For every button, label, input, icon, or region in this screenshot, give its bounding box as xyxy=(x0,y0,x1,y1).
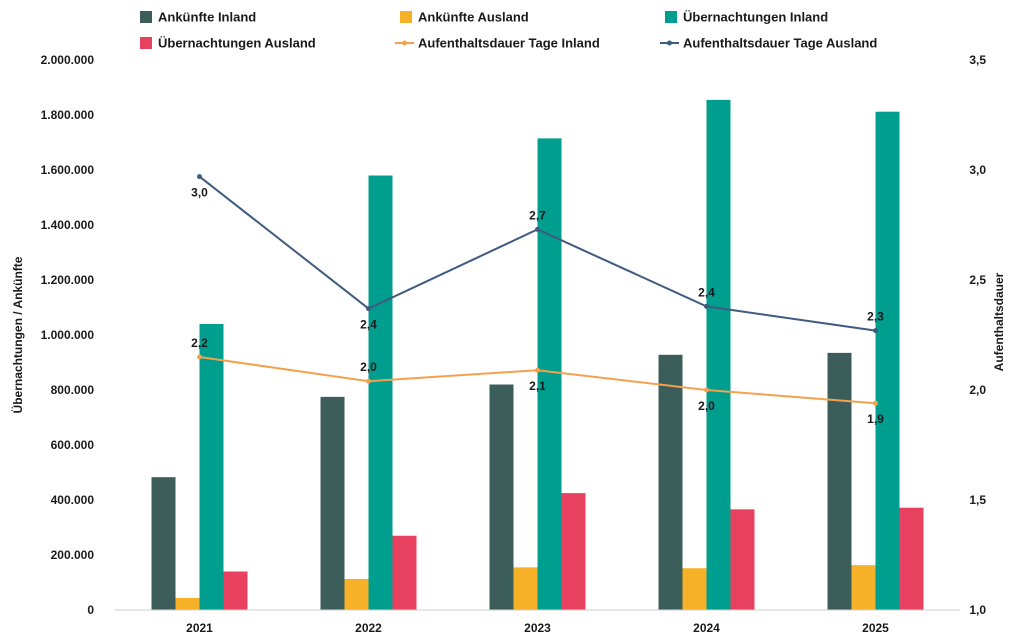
legend-item: Aufenthaltsdauer Tage Ausland xyxy=(660,36,877,51)
bar--bernachtungen-ausland-2022 xyxy=(392,535,417,610)
bar--bernachtungen-ausland-2023 xyxy=(561,493,586,610)
right-tick-label: 2,0 xyxy=(969,383,986,397)
bar--bernachtungen-inland-2023 xyxy=(537,138,562,610)
line-point xyxy=(873,400,878,406)
line-point xyxy=(366,306,371,312)
legend-label: Übernachtungen Inland xyxy=(683,10,828,25)
x-tick-label: 2022 xyxy=(355,621,382,635)
legend-item: Übernachtungen Inland xyxy=(665,10,828,25)
bar-ank-nfte-ausland-2022 xyxy=(344,578,369,610)
legend-item: Übernachtungen Ausland xyxy=(140,36,316,51)
left-axis-title: Übernachtungen / Ankünfte xyxy=(10,256,25,413)
line-point xyxy=(366,378,371,384)
line-point xyxy=(197,174,202,180)
right-axis-title: Aufenthaltsdauer xyxy=(992,272,1006,371)
x-tick-label: 2024 xyxy=(693,621,720,635)
left-tick-label: 1.600.000 xyxy=(41,163,95,177)
bar-ank-nfte-ausland-2021 xyxy=(175,597,200,610)
left-tick-label: 400.000 xyxy=(51,493,95,507)
bar-ank-nfte-ausland-2023 xyxy=(513,567,538,610)
data-label: 2,4 xyxy=(360,318,377,332)
legend-marker xyxy=(402,40,407,46)
left-tick-label: 1.000.000 xyxy=(41,328,95,342)
x-tick-labels: 2021 2022 2023 2024 2025 xyxy=(186,621,889,635)
left-tick-label: 1.200.000 xyxy=(41,273,95,287)
line-point xyxy=(535,367,540,373)
data-label: 3,0 xyxy=(191,186,208,200)
data-label: 2,3 xyxy=(867,310,884,324)
left-axis: 0 200.000 400.000 600.000 800.000 1.000.000 1.… xyxy=(41,53,95,617)
line-point xyxy=(535,226,540,232)
left-tick-label: 200.000 xyxy=(51,548,95,562)
legend-item: Ankünfte Ausland xyxy=(400,10,529,25)
line-point xyxy=(873,328,878,334)
x-tick-label: 2021 xyxy=(186,621,213,635)
bar-ank-nfte-inland-2022 xyxy=(320,396,345,610)
bar-ank-nfte-inland-2021 xyxy=(151,477,176,610)
bar--bernachtungen-inland-2021 xyxy=(199,324,224,610)
right-tick-label: 3,5 xyxy=(969,53,986,67)
data-label: 2,1 xyxy=(529,379,546,393)
left-tick-label: 600.000 xyxy=(51,438,95,452)
left-tick-label: 1.400.000 xyxy=(41,218,95,232)
data-label: 2,0 xyxy=(698,399,715,413)
legend-label: Aufenthaltsdauer Tage Ausland xyxy=(683,36,877,51)
legend-label: Ankünfte Inland xyxy=(158,10,256,25)
right-tick-label: 1,5 xyxy=(969,493,986,507)
bar--bernachtungen-inland-2022 xyxy=(368,175,393,610)
bar-ank-nfte-inland-2025 xyxy=(827,352,852,610)
legend-swatch xyxy=(140,11,152,23)
bars xyxy=(151,99,924,610)
data-label: 2,0 xyxy=(360,360,377,374)
left-tick-label: 1.800.000 xyxy=(41,108,95,122)
bar--bernachtungen-inland-2024 xyxy=(706,99,731,610)
legend-item: Ankünfte Inland xyxy=(140,10,256,25)
right-tick-label: 1,0 xyxy=(969,603,986,617)
bar-ank-nfte-inland-2023 xyxy=(489,384,514,610)
x-tick-label: 2023 xyxy=(524,621,551,635)
lines: 2,2 2,0 2,1 2,0 1,9 3,0 2,4 2,7 2,4 2,3 xyxy=(191,174,884,426)
legend-label: Aufenthaltsdauer Tage Inland xyxy=(418,36,600,51)
bar--bernachtungen-ausland-2021 xyxy=(223,571,248,610)
legend-swatch xyxy=(140,37,152,49)
legend-label: Übernachtungen Ausland xyxy=(158,36,316,51)
legend-marker xyxy=(667,40,672,46)
line-point xyxy=(704,387,709,393)
bar-ank-nfte-inland-2024 xyxy=(658,354,683,610)
line-point xyxy=(197,354,202,360)
bar--bernachtungen-ausland-2024 xyxy=(730,509,755,610)
x-tick-label: 2025 xyxy=(862,621,889,635)
bar--bernachtungen-ausland-2025 xyxy=(899,507,924,610)
data-label: 1,9 xyxy=(867,412,884,426)
bar--bernachtungen-inland-2025 xyxy=(875,111,900,610)
legend-swatch xyxy=(665,11,677,23)
data-label: 2,2 xyxy=(191,336,208,350)
data-label: 2,4 xyxy=(698,285,715,299)
right-tick-label: 3,0 xyxy=(969,163,986,177)
left-tick-label: 800.000 xyxy=(51,383,95,397)
line-point xyxy=(704,303,709,309)
legend-label: Ankünfte Ausland xyxy=(418,10,529,25)
right-tick-label: 2,5 xyxy=(969,273,986,287)
legend: Ankünfte Inland Ankünfte Ausland Übernacht… xyxy=(140,10,877,51)
right-axis: 1,0 1,5 2,0 2,5 3,0 3,5 xyxy=(969,53,986,617)
legend-swatch xyxy=(400,11,412,23)
legend-item: Aufenthaltsdauer Tage Inland xyxy=(395,36,600,51)
left-tick-label: 2.000.000 xyxy=(41,53,95,67)
left-tick-label: 0 xyxy=(87,603,94,617)
bar-ank-nfte-ausland-2024 xyxy=(682,568,707,610)
data-label: 2,7 xyxy=(529,208,546,222)
bar-ank-nfte-ausland-2025 xyxy=(851,565,876,610)
